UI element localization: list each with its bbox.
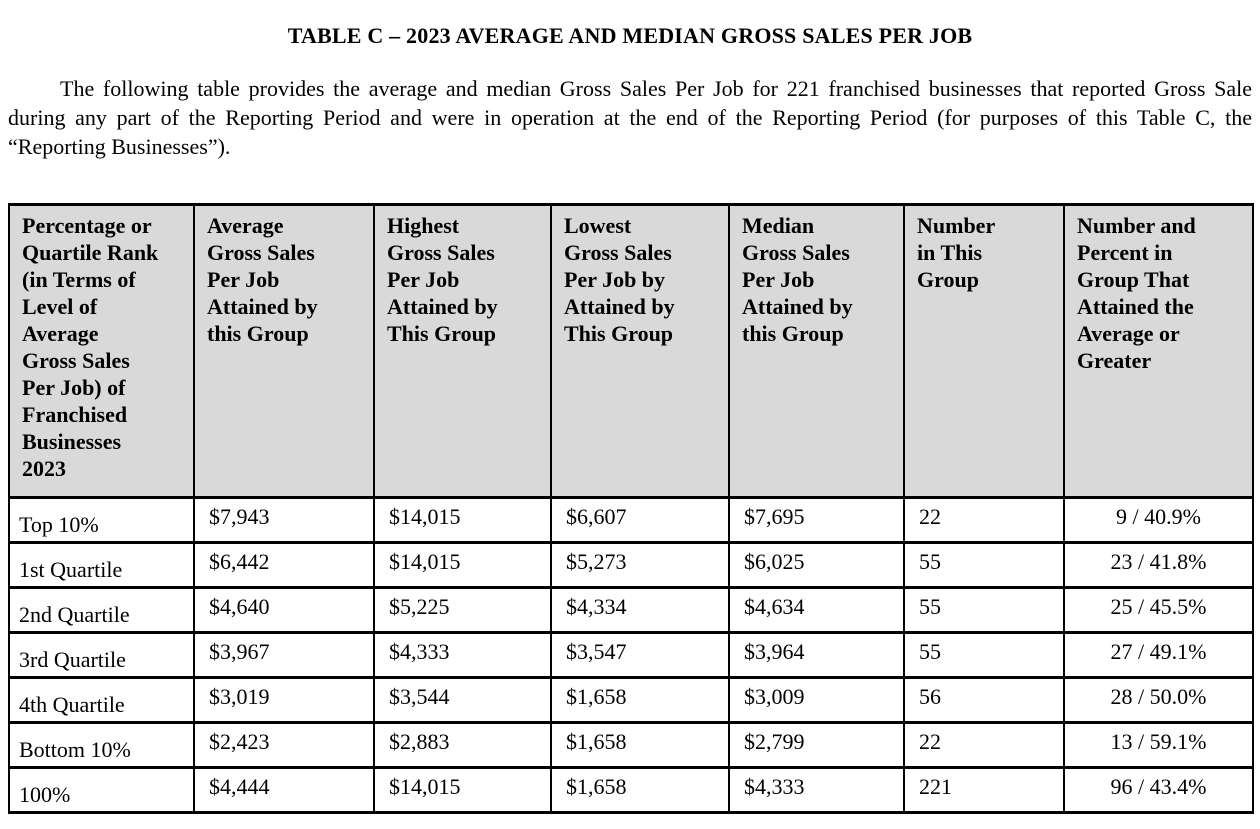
table-cell: 23 / 41.8% bbox=[1063, 541, 1254, 589]
column-header-quartile-rank: Percentage or Quartile Rank (in Terms of… bbox=[8, 203, 195, 499]
table-cell: $3,964 bbox=[728, 631, 905, 679]
table-cell: $1,658 bbox=[550, 766, 730, 814]
table-cell: 27 / 49.1% bbox=[1063, 631, 1254, 679]
table-cell: $14,015 bbox=[373, 766, 552, 814]
table-cell: $4,634 bbox=[728, 586, 905, 634]
table-cell: $4,334 bbox=[550, 586, 730, 634]
row-label: Bottom 10% bbox=[8, 721, 195, 769]
table-cell: $14,015 bbox=[373, 496, 552, 544]
table-cell: 9 / 40.9% bbox=[1063, 496, 1254, 544]
table-cell: 25 / 45.5% bbox=[1063, 586, 1254, 634]
table-cell: $4,444 bbox=[193, 766, 375, 814]
table-cell: $4,333 bbox=[728, 766, 905, 814]
table-cell: $5,273 bbox=[550, 541, 730, 589]
table-cell: 28 / 50.0% bbox=[1063, 676, 1254, 724]
row-label: 1st Quartile bbox=[8, 541, 195, 589]
table-cell: $4,640 bbox=[193, 586, 375, 634]
column-header-median: Median Gross Sales Per Job Attained by t… bbox=[728, 203, 905, 499]
table-title: TABLE C – 2023 AVERAGE AND MEDIAN GROSS … bbox=[287, 23, 973, 48]
table-cell: $5,225 bbox=[373, 586, 552, 634]
row-label: 4th Quartile bbox=[8, 676, 195, 724]
table-row: 1st Quartile $6,442 $14,015 $5,273 $6,025 55 2… bbox=[8, 541, 1254, 589]
table-row: 3rd Quartile $3,967 $4,333 $3,547 $3,964 55 27… bbox=[8, 631, 1254, 679]
row-label: 3rd Quartile bbox=[8, 631, 195, 679]
gross-sales-table: Percentage or Quartile Rank (in Terms of… bbox=[8, 203, 1254, 814]
table-row: 100% $4,444 $14,015 $1,658 $4,333 221 96 / 43.… bbox=[8, 766, 1254, 814]
table-cell: 55 bbox=[903, 541, 1065, 589]
table-row: 2nd Quartile $4,640 $5,225 $4,334 $4,634 55 25… bbox=[8, 586, 1254, 634]
table-cell: $6,607 bbox=[550, 496, 730, 544]
table-cell: $7,943 bbox=[193, 496, 375, 544]
table-cell: $2,799 bbox=[728, 721, 905, 769]
table-cell: $3,547 bbox=[550, 631, 730, 679]
table-cell: $4,333 bbox=[373, 631, 552, 679]
intro-paragraph: The following table provides the average… bbox=[8, 76, 1252, 159]
table-row: 4th Quartile $3,019 $3,544 $1,658 $3,009 56 28… bbox=[8, 676, 1254, 724]
table-cell: $3,544 bbox=[373, 676, 552, 724]
row-label: Top 10% bbox=[8, 496, 195, 544]
table-cell: $2,423 bbox=[193, 721, 375, 769]
table-row: Top 10% $7,943 $14,015 $6,607 $7,695 22 9 / 40… bbox=[8, 496, 1254, 544]
table-cell: $3,967 bbox=[193, 631, 375, 679]
table-cell: 55 bbox=[903, 586, 1065, 634]
table-cell: $7,695 bbox=[728, 496, 905, 544]
table-cell: 13 / 59.1% bbox=[1063, 721, 1254, 769]
table-cell: $6,025 bbox=[728, 541, 905, 589]
table-header-row: Percentage or Quartile Rank (in Terms of… bbox=[8, 203, 1254, 499]
table-cell: 22 bbox=[903, 496, 1065, 544]
table-cell: 55 bbox=[903, 631, 1065, 679]
column-header-average: Average Gross Sales Per Job Attained by … bbox=[193, 203, 375, 499]
table-cell: $1,658 bbox=[550, 721, 730, 769]
table-cell: $3,009 bbox=[728, 676, 905, 724]
table-body: Top 10% $7,943 $14,015 $6,607 $7,695 22 9 / 40… bbox=[8, 496, 1254, 814]
column-header-highest: Highest Gross Sales Per Job Attained by … bbox=[373, 203, 552, 499]
table-cell: $2,883 bbox=[373, 721, 552, 769]
table-cell: $6,442 bbox=[193, 541, 375, 589]
table-cell: 56 bbox=[903, 676, 1065, 724]
column-header-lowest: Lowest Gross Sales Per Job by Attained b… bbox=[550, 203, 730, 499]
row-label: 100% bbox=[8, 766, 195, 814]
table-cell: 96 / 43.4% bbox=[1063, 766, 1254, 814]
table-cell: $14,015 bbox=[373, 541, 552, 589]
column-header-number-percent: Number and Percent in Group That Attaine… bbox=[1063, 203, 1254, 499]
row-label: 2nd Quartile bbox=[8, 586, 195, 634]
table-row: Bottom 10% $2,423 $2,883 $1,658 $2,799 22 13 /… bbox=[8, 721, 1254, 769]
table-cell: 221 bbox=[903, 766, 1065, 814]
table-cell: 22 bbox=[903, 721, 1065, 769]
column-header-number: Number in This Group bbox=[903, 203, 1065, 499]
table-cell: $3,019 bbox=[193, 676, 375, 724]
table-cell: $1,658 bbox=[550, 676, 730, 724]
